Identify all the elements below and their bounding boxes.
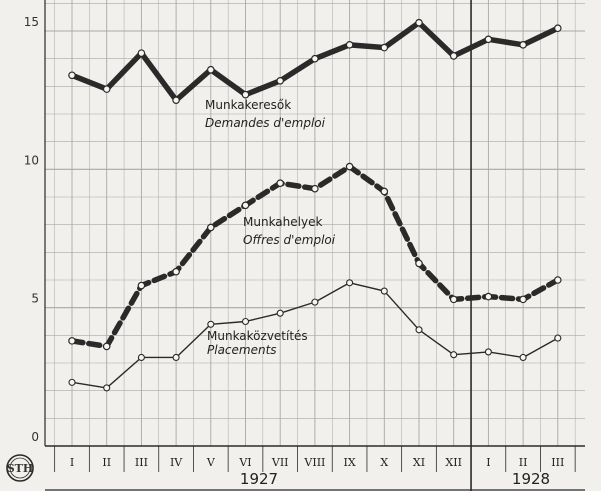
series-2-point: [449, 295, 458, 304]
series-1-point: [415, 18, 423, 27]
x-tick-label: X: [380, 456, 388, 469]
x-year-label: 1927: [240, 470, 278, 488]
series-3-point: [137, 353, 145, 362]
series-2-point: [172, 267, 180, 276]
series-1-point: [449, 52, 458, 60]
series-1-point: [519, 41, 527, 49]
series-3-point: [172, 353, 180, 362]
series-name-hu: Munkakeresők: [205, 98, 291, 112]
y-tick-label: 5: [31, 292, 39, 306]
series-1-point: [380, 43, 389, 52]
y-tick-label: 0: [31, 430, 39, 444]
series-1-point: [484, 35, 493, 44]
series-2-point: [311, 184, 319, 193]
series-3-point: [241, 317, 250, 326]
series-2-point: [415, 259, 423, 268]
series-3-point: [484, 348, 492, 356]
series-2-point: [345, 162, 354, 171]
x-year-label: 1928: [512, 470, 550, 488]
series-3-point: [380, 287, 388, 295]
x-tick-label: I: [486, 456, 490, 469]
x-tick-label: IV: [170, 456, 183, 469]
series-1-point: [137, 49, 146, 57]
series-2-point: [137, 281, 146, 290]
series-3-point: [554, 334, 562, 342]
series-name-hu: Munkaközvetítés: [207, 329, 308, 343]
series-2-point: [102, 342, 111, 351]
series-1-point: [311, 54, 319, 63]
logo-seal: [6, 454, 34, 482]
series-2-point: [241, 201, 250, 210]
series-1-point: [68, 71, 76, 80]
x-tick-label: IX: [344, 456, 356, 469]
logo-text: STH: [7, 462, 34, 475]
series-2-point: [276, 179, 285, 187]
series-name-fr: Offres d'emploi: [243, 233, 336, 247]
series-3-point: [519, 353, 527, 362]
series-3-point: [276, 309, 284, 317]
series-1-point: [276, 77, 285, 85]
series-2-point: [68, 337, 76, 345]
series-labels: Munkakeresők Demandes d'emploi Munkahelyek…: [205, 98, 336, 357]
logo-inner-ring: [9, 457, 31, 479]
series-3-point: [415, 326, 423, 334]
series-1-point: [102, 85, 111, 93]
series-2-point: [380, 187, 389, 196]
series-1-point: [345, 41, 354, 49]
y-tick-label: 15: [24, 15, 39, 29]
x-tick-label: VI: [238, 456, 251, 469]
series-name-fr: Demandes d'emploi: [205, 116, 326, 130]
series-2-point: [484, 292, 493, 301]
x-tick-label: III: [135, 456, 148, 469]
x-tick-label: V: [206, 456, 216, 469]
series-1-point: [553, 24, 562, 33]
grid-major: [44, 0, 585, 491]
series-name-fr: Placements: [207, 343, 277, 357]
series-3-point: [311, 298, 319, 306]
series-1-point: [172, 96, 180, 104]
series-1-point: [207, 65, 215, 74]
grid-minor: [45, 0, 585, 447]
x-tick-label: XI: [413, 456, 425, 469]
x-tick-label: VIII: [303, 456, 325, 469]
series-3-point: [346, 279, 354, 287]
x-tick-label: III: [551, 456, 564, 469]
y-tick-label: 10: [24, 153, 39, 167]
x-tick-label: I: [70, 456, 74, 469]
x-tick-label: II: [102, 456, 111, 469]
x-tick-label: XII: [445, 456, 462, 469]
series-3-point: [68, 378, 76, 386]
series-3-point: [450, 351, 458, 359]
series-1-point: [241, 90, 250, 99]
x-tick-label: II: [519, 456, 528, 469]
publisher-logo: STH: [6, 454, 34, 482]
series-2-point: [553, 276, 562, 284]
series-2-point: [207, 223, 215, 232]
x-tick-label: VII: [271, 456, 289, 469]
series-3-point: [103, 384, 111, 392]
series-2-point: [519, 295, 527, 304]
series-3-point: [207, 320, 215, 328]
series-layer: [68, 18, 562, 392]
series-name-hu: Munkahelyek: [243, 215, 322, 229]
